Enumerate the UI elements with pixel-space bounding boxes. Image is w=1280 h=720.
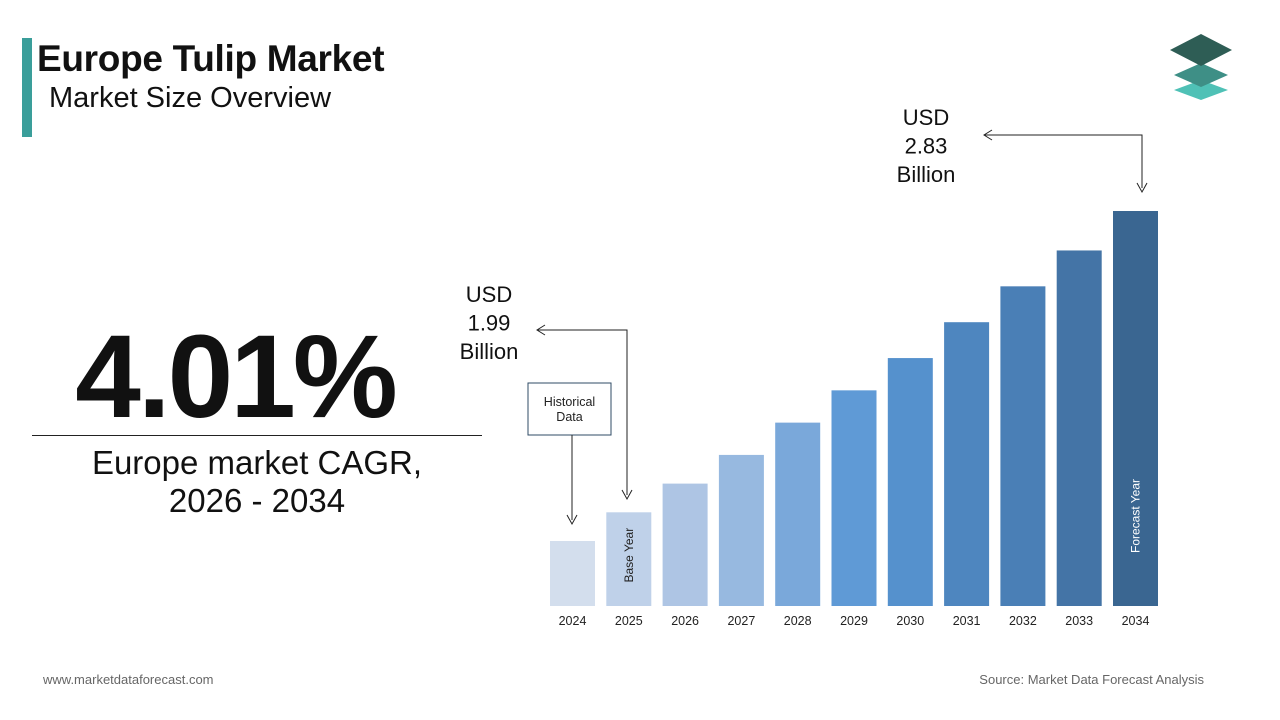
bar-2030 (887, 358, 933, 606)
bar-2024 (550, 541, 595, 606)
x-tick-label: 2031 (953, 614, 981, 628)
bar-2034 (1113, 211, 1158, 606)
footer-source: Source: Market Data Forecast Analysis (979, 672, 1204, 687)
bar-2032 (1000, 286, 1046, 606)
x-tick-label: 2028 (784, 614, 812, 628)
bar-2033 (1056, 250, 1102, 606)
x-tick-label: 2033 (1065, 614, 1093, 628)
start-value-label: Billion (460, 339, 519, 364)
historical-arrow-head (566, 514, 578, 526)
x-tick-label: 2029 (840, 614, 868, 628)
page-subtitle: Market Size Overview (49, 82, 332, 114)
end-value-label: Billion (897, 162, 956, 187)
page-title: Europe Tulip Market (37, 38, 385, 79)
x-tick-label: 2026 (671, 614, 699, 628)
end-value-label: 2.83 (905, 134, 948, 159)
end-value-arrow-left (983, 129, 993, 141)
x-tick-label: 2034 (1122, 614, 1150, 628)
x-tick-label: 2024 (559, 614, 587, 628)
cagr-divider (32, 435, 482, 436)
x-tick-label: 2032 (1009, 614, 1037, 628)
bar-2025 (606, 512, 652, 606)
footer-website: www.marketdataforecast.com (43, 672, 214, 687)
bar-2028 (775, 422, 821, 606)
end-value-label: USD (903, 105, 949, 130)
cagr-label-line2: 2026 - 2034 (168, 482, 346, 519)
bar-2027 (718, 454, 764, 606)
cagr-label: Europe market CAGR, 2026 - 2034 (32, 444, 482, 520)
historical-data-box (527, 382, 612, 436)
start-value-arrow-left (536, 324, 546, 336)
end-value-arrow-down (1136, 182, 1148, 194)
x-tick-label: 2030 (896, 614, 924, 628)
stacked-layers-logo-icon (1170, 34, 1232, 100)
forecast-year-label: Forecast Year (1129, 479, 1143, 553)
start-value-label: USD (466, 282, 512, 307)
cagr-label-line1: Europe market CAGR, (91, 444, 423, 481)
x-tick-label: 2027 (727, 614, 755, 628)
base-year-label: Base Year (622, 528, 636, 583)
historical-data-label: Data (556, 410, 582, 424)
start-value-arrow-down (621, 489, 633, 501)
start-value-label: 1.99 (468, 311, 511, 336)
end-value-connector (984, 134, 1143, 188)
cagr-value: 4.01% (75, 311, 398, 443)
start-value-connector (537, 329, 628, 495)
bar-2026 (662, 483, 708, 606)
x-tick-label: 2025 (615, 614, 643, 628)
title-accent-bar (22, 38, 32, 137)
bar-2029 (831, 390, 877, 606)
historical-data-label: Historical (544, 395, 595, 409)
bar-2031 (944, 322, 990, 606)
